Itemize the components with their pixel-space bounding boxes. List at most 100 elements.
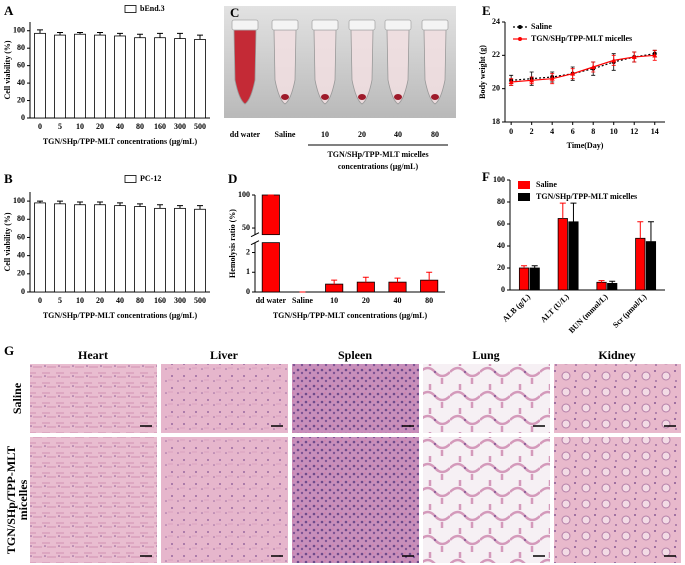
- error-bar: [197, 205, 203, 210]
- x-tick-label: 500: [194, 122, 206, 131]
- histology: Heart Liver Spleen Lung Kidney Saline TGN/SHp/…: [4, 348, 681, 563]
- bar: [261, 242, 280, 293]
- x-tick-label: 0: [38, 296, 42, 305]
- x-tick-label: 10: [76, 296, 84, 305]
- legend-label: TGN/SHp/TPP-MLT micelles: [536, 192, 637, 201]
- bar: [154, 37, 166, 119]
- x-tick-label: 8: [591, 127, 595, 136]
- y-tick-label: 60: [17, 60, 25, 69]
- micrograph: [30, 364, 157, 433]
- tube-cap: [271, 19, 299, 31]
- x-tick-label: 160: [154, 122, 166, 131]
- bar: [34, 32, 46, 119]
- legend-swatch: [518, 181, 530, 189]
- y-tick-label: 0: [21, 113, 25, 122]
- y-tick-label: 22: [492, 50, 500, 59]
- error-bar: [394, 277, 401, 283]
- panel-label: D: [228, 171, 237, 186]
- y-tick-label: 40: [17, 78, 25, 87]
- bar: [74, 33, 86, 119]
- pellet: [431, 94, 439, 100]
- y-tick-label: 60: [497, 219, 505, 228]
- micrograph: [292, 437, 419, 563]
- error-bar: [117, 202, 123, 206]
- x-tick-label: 4: [550, 127, 554, 136]
- y-tick-label: 0: [501, 285, 505, 294]
- axis-break: [250, 232, 260, 246]
- x-tick-label: Scr (μmol/L): [611, 292, 649, 330]
- x-tick-label: 0: [38, 122, 42, 131]
- micrograph: [554, 437, 681, 563]
- micrograph: [423, 437, 550, 563]
- error-bar: [57, 200, 63, 204]
- marker: [590, 64, 596, 69]
- x-tick-label: 20: [96, 296, 104, 305]
- tube: [386, 29, 410, 105]
- x-tick-label: 5: [58, 122, 62, 131]
- x-tick-label: 500: [194, 296, 206, 305]
- x-tick-label: 10: [610, 127, 618, 136]
- tubes: dd water Saline 10 20 40 80: [230, 19, 449, 139]
- column-header: Kidney: [598, 348, 635, 362]
- error-bar: [37, 29, 43, 34]
- pellet: [321, 94, 329, 100]
- pellet: [281, 94, 289, 100]
- x-tick-label: 6: [571, 127, 575, 136]
- bar: [174, 38, 186, 119]
- marker: [549, 76, 555, 81]
- photo-background: [224, 6, 456, 118]
- photo: C dd water Saline 10 20 40 80 TGN/SHp/TPP-MLT…: [224, 5, 456, 171]
- x-tick-label: 10: [76, 122, 84, 131]
- error-bar: [97, 201, 103, 205]
- y-axis-label: Cell viability (%): [3, 40, 12, 99]
- error-bar: [647, 221, 654, 242]
- x-tick-label: 0: [509, 127, 513, 136]
- y-tick-label: 80: [497, 197, 505, 206]
- tube-cap: [384, 19, 412, 31]
- x-tick-label: 40: [116, 296, 124, 305]
- bar: [557, 218, 568, 291]
- error-bar: [426, 271, 433, 281]
- micrograph: [30, 437, 157, 563]
- tube-label: 20: [358, 130, 366, 139]
- tube: [350, 29, 374, 105]
- row-label: micelles: [16, 479, 30, 520]
- error-bar: [177, 32, 183, 39]
- x-tick-label: 80: [425, 296, 433, 305]
- y-tick-label: 0: [246, 287, 250, 296]
- y-tick-label: 18: [492, 117, 500, 126]
- bar: [94, 34, 106, 119]
- panel-label: F: [482, 169, 490, 184]
- bar: [134, 206, 146, 293]
- panel-label: C: [230, 5, 239, 20]
- bar: [645, 241, 657, 291]
- marker: [570, 71, 576, 76]
- x-tick-label: 20: [362, 296, 370, 305]
- marker: [611, 57, 617, 63]
- x-tick-label: BUN (mmol/L): [567, 292, 610, 335]
- tube-label: Saline: [275, 130, 296, 139]
- bar: [134, 37, 146, 119]
- series-line: [511, 54, 655, 83]
- bar: [54, 203, 66, 293]
- micrograph: [161, 364, 288, 433]
- legend-label: PC-12: [140, 174, 161, 183]
- bar: [114, 205, 126, 293]
- error-bar: [137, 203, 143, 207]
- y-tick-label: 100: [238, 190, 250, 199]
- error-bar: [637, 221, 644, 239]
- marker: [631, 54, 637, 59]
- legend-marker: [518, 37, 522, 41]
- y-tick-label: 2: [246, 247, 250, 256]
- legend-label: Saline: [531, 22, 552, 31]
- x-tick-label: 40: [116, 122, 124, 131]
- error-bar: [177, 205, 183, 209]
- y-tick-label: 100: [13, 196, 25, 205]
- legend-marker: [518, 25, 522, 29]
- y-tick-label: 1: [246, 267, 250, 276]
- error-bar: [37, 200, 43, 203]
- y-axis-label: Hemolysis ratio (%): [228, 209, 237, 278]
- error-bar: [609, 280, 616, 284]
- bar: [388, 281, 407, 293]
- error-bar: [77, 31, 83, 35]
